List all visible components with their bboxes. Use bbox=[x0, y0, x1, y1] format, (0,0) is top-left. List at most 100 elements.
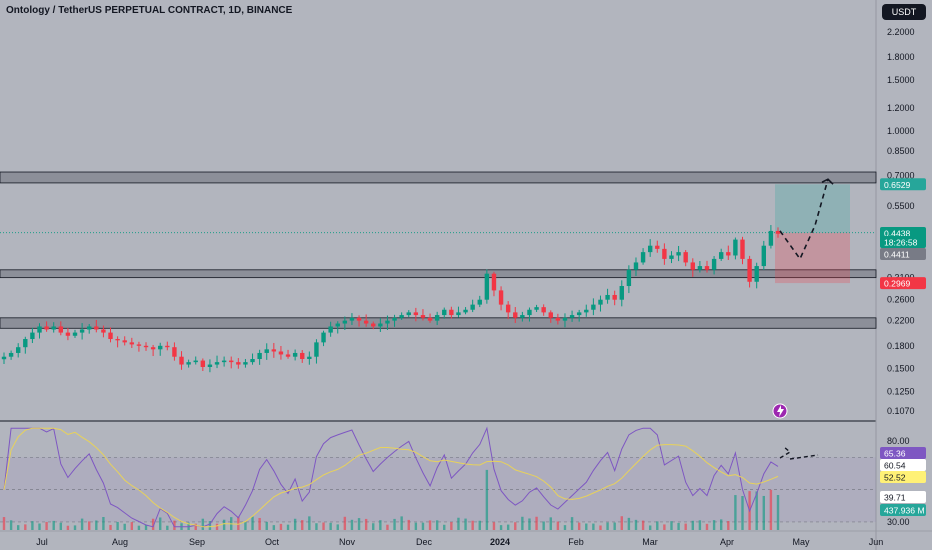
level-badge-2[interactable]: 39.71 bbox=[880, 491, 926, 503]
candle-body bbox=[747, 258, 752, 282]
time-tick-label: Jul bbox=[36, 537, 48, 547]
candle-body bbox=[740, 239, 745, 259]
candle-body bbox=[513, 312, 518, 318]
candle bbox=[413, 307, 419, 322]
candle bbox=[58, 321, 64, 336]
volume-bar bbox=[102, 516, 105, 530]
volume-bar bbox=[173, 520, 176, 530]
candle-body bbox=[470, 304, 475, 310]
candle bbox=[591, 298, 596, 316]
candle-body bbox=[30, 332, 35, 340]
stop-price-badge[interactable]: 0.2969 bbox=[880, 277, 926, 290]
candle bbox=[733, 237, 738, 260]
volume-bar bbox=[620, 516, 623, 530]
volume-bar bbox=[393, 518, 396, 530]
candle bbox=[498, 286, 504, 311]
rsi-ma-badge[interactable]: 60.54 bbox=[880, 459, 926, 471]
volume-bar bbox=[286, 524, 290, 530]
rsi-value-badge[interactable]: 65.36 bbox=[880, 447, 926, 459]
candle bbox=[79, 323, 85, 340]
candle-body bbox=[44, 326, 49, 330]
volume-bar bbox=[670, 521, 673, 530]
candle-body bbox=[307, 356, 312, 360]
candle bbox=[434, 311, 440, 326]
price-tick-label: 0.1070 bbox=[887, 406, 915, 416]
candle-body bbox=[292, 352, 298, 357]
candle-body bbox=[1, 356, 7, 360]
volume-bar bbox=[137, 525, 141, 530]
candle bbox=[655, 240, 660, 253]
candle bbox=[378, 318, 383, 332]
candle-body bbox=[569, 315, 575, 318]
volume-bar bbox=[123, 523, 126, 530]
volume-badge-bg bbox=[880, 504, 926, 516]
volume-bar bbox=[166, 525, 169, 530]
candle-body bbox=[555, 317, 561, 321]
candle bbox=[569, 310, 575, 322]
candle bbox=[229, 356, 234, 369]
candle bbox=[314, 339, 319, 364]
candle-body bbox=[356, 317, 362, 321]
candle bbox=[740, 236, 745, 265]
candle-body bbox=[733, 239, 738, 256]
position-profit-zone[interactable] bbox=[775, 184, 850, 233]
candle-body bbox=[328, 326, 333, 333]
volume-bar bbox=[577, 522, 581, 530]
candle-body bbox=[768, 230, 774, 246]
candle-body bbox=[65, 332, 71, 336]
currency-selector[interactable]: USDT bbox=[882, 4, 926, 20]
candle bbox=[278, 345, 284, 360]
candle bbox=[321, 330, 326, 347]
candle bbox=[72, 329, 78, 338]
candle-body bbox=[626, 269, 632, 287]
candle bbox=[122, 336, 127, 346]
volume-bar bbox=[38, 523, 41, 530]
candle-body bbox=[23, 339, 28, 348]
sr-zone bbox=[0, 171, 877, 184]
candle-body bbox=[406, 312, 411, 316]
lightning-icon[interactable] bbox=[772, 403, 788, 419]
time-tick-label: Mar bbox=[642, 537, 658, 547]
candle-body bbox=[37, 326, 42, 333]
time-tick-label: Dec bbox=[416, 537, 433, 547]
candle-body bbox=[236, 362, 241, 365]
candle-body bbox=[186, 362, 191, 365]
volume-bar bbox=[705, 523, 709, 530]
countdown-badge[interactable]: 18:26:58 bbox=[880, 236, 926, 248]
candle-body bbox=[250, 359, 255, 363]
candle-body bbox=[314, 342, 319, 357]
candle bbox=[555, 313, 561, 325]
time-tick-label: Aug bbox=[112, 537, 128, 547]
candle-body bbox=[718, 252, 724, 259]
price-tick-label: 1.5000 bbox=[887, 75, 915, 85]
volume-bar bbox=[293, 518, 297, 530]
level-badge-1[interactable]: 52.52 bbox=[880, 471, 926, 483]
candle bbox=[30, 327, 35, 344]
volume-bar bbox=[457, 517, 460, 530]
candle bbox=[165, 341, 170, 351]
volume-badge[interactable]: 437.936 M bbox=[880, 504, 926, 516]
target-price-badge[interactable]: 0.6529 bbox=[880, 178, 926, 191]
candle bbox=[449, 306, 454, 319]
candle-body bbox=[463, 309, 468, 313]
volume-bar bbox=[95, 520, 98, 530]
open-price-badge[interactable]: 0.4411 bbox=[880, 248, 926, 260]
candle-body bbox=[115, 339, 120, 341]
projection-arrowhead bbox=[821, 178, 834, 185]
volume-bar bbox=[435, 520, 439, 530]
candle-body bbox=[676, 252, 681, 256]
candle bbox=[626, 265, 632, 294]
volume-bar bbox=[379, 520, 382, 530]
volume-bar bbox=[237, 516, 240, 530]
candle bbox=[768, 225, 774, 249]
level-badge-1-bg bbox=[880, 471, 926, 483]
volume-bar bbox=[315, 523, 318, 530]
candle bbox=[129, 337, 135, 349]
candle-body bbox=[172, 347, 177, 357]
volume-bar bbox=[88, 521, 91, 530]
stop-price-badge-text: 0.2969 bbox=[884, 279, 911, 289]
candle-body bbox=[726, 252, 731, 256]
candle bbox=[221, 356, 227, 367]
